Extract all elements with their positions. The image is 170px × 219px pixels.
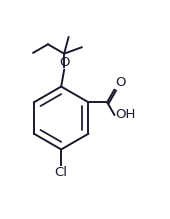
Text: O: O bbox=[115, 76, 126, 89]
Text: Cl: Cl bbox=[55, 166, 68, 179]
Text: O: O bbox=[59, 56, 69, 69]
Text: OH: OH bbox=[115, 108, 136, 121]
